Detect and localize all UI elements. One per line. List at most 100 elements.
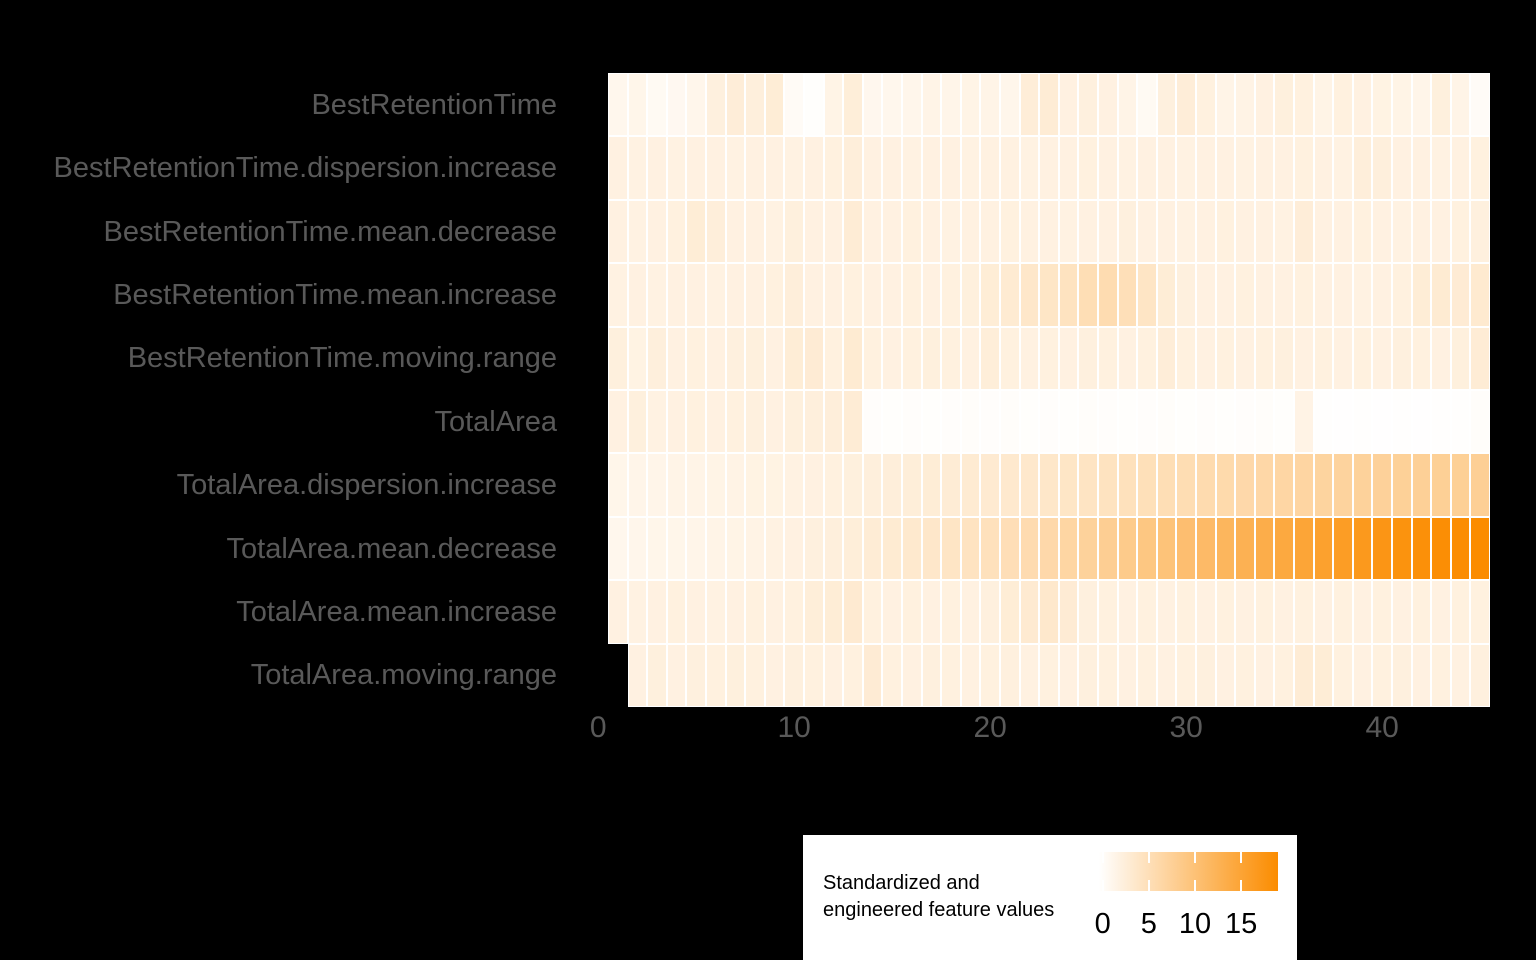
heatmap-cell xyxy=(1058,326,1079,390)
heatmap-cell xyxy=(1450,643,1471,707)
heatmap-cell xyxy=(1019,390,1040,454)
heatmap-cell xyxy=(666,73,687,137)
heatmap-cell xyxy=(1352,453,1373,517)
heatmap-cell xyxy=(980,136,1000,200)
heatmap-cell xyxy=(1274,516,1294,581)
heatmap-cell xyxy=(882,136,902,200)
heatmap-cell xyxy=(1392,326,1412,390)
x-axis-tick-label: 0 xyxy=(589,711,607,744)
heatmap-cell xyxy=(1274,326,1294,390)
heatmap-cell xyxy=(1039,199,1059,264)
heatmap-cell xyxy=(666,263,687,327)
heatmap-cell xyxy=(647,516,667,581)
heatmap-cell xyxy=(1254,136,1275,200)
heatmap-cell xyxy=(1352,263,1373,327)
heatmap-cell xyxy=(1039,326,1059,390)
heatmap-cell xyxy=(784,263,804,327)
heatmap-cell xyxy=(902,390,922,454)
heatmap-cell xyxy=(1450,73,1471,137)
heatmap-cell xyxy=(823,73,844,137)
heatmap-cell xyxy=(1431,643,1451,707)
heatmap-cell xyxy=(1372,263,1392,327)
heatmap-cell xyxy=(1411,326,1432,390)
heatmap-cell xyxy=(882,453,902,517)
heatmap-cell xyxy=(1137,643,1157,707)
x-axis-tick-label: 10 xyxy=(777,711,811,744)
y-axis-label: TotalArea.dispersion.increase xyxy=(176,469,557,502)
x-axis-tick-label: 30 xyxy=(1169,711,1203,744)
heatmap-cell xyxy=(627,453,648,517)
heatmap-cell xyxy=(1137,326,1157,390)
heatmap-cell xyxy=(1313,453,1334,517)
colorbar-tick-mark xyxy=(1147,852,1150,863)
heatmap-cell xyxy=(745,73,765,137)
heatmap-cell xyxy=(1098,580,1118,644)
heatmap-cell xyxy=(1137,390,1157,454)
heatmap-cell xyxy=(1176,136,1196,200)
heatmap-cell xyxy=(725,390,746,454)
heatmap-cell xyxy=(1235,643,1255,707)
heatmap-cell xyxy=(1058,136,1079,200)
heatmap-cell xyxy=(1333,643,1353,707)
heatmap-cell xyxy=(960,263,981,327)
heatmap-cell xyxy=(1352,390,1373,454)
heatmap-cell xyxy=(1039,390,1059,454)
heatmap-cell xyxy=(1137,516,1157,581)
heatmap-cell xyxy=(804,263,824,327)
heatmap-cell xyxy=(784,516,804,581)
heatmap-cell xyxy=(1333,453,1353,517)
heatmap-cell xyxy=(725,326,746,390)
heatmap-cell xyxy=(862,326,883,390)
heatmap-cell xyxy=(1431,516,1451,581)
heatmap-cell xyxy=(1372,516,1392,581)
heatmap-cell xyxy=(823,263,844,327)
heatmap-cell xyxy=(1470,643,1490,707)
heatmap-cell xyxy=(1000,643,1020,707)
heatmap-cell xyxy=(902,643,922,707)
heatmap-cell xyxy=(960,73,981,137)
heatmap-cell xyxy=(1098,136,1118,200)
heatmap-cell xyxy=(902,516,922,581)
colorbar-tick-label: 15 xyxy=(1224,908,1258,940)
heatmap-cell xyxy=(1333,516,1353,581)
heatmap-cell xyxy=(902,199,922,264)
heatmap-cell xyxy=(1019,136,1040,200)
x-axis-tick-label: 20 xyxy=(973,711,1007,744)
heatmap-cell xyxy=(1235,199,1255,264)
heatmap-cell xyxy=(941,390,961,454)
heatmap-cell xyxy=(1039,453,1059,517)
heatmap-cell xyxy=(941,643,961,707)
heatmap-cell xyxy=(1078,73,1098,137)
colorbar-tick-mark xyxy=(1240,880,1243,891)
heatmap-cell xyxy=(1215,580,1236,644)
colorbar-tick-label: 10 xyxy=(1178,908,1212,940)
heatmap-cell xyxy=(686,516,706,581)
heatmap-cell xyxy=(1117,263,1138,327)
heatmap-cell xyxy=(1039,643,1059,707)
heatmap-cell xyxy=(1098,643,1118,707)
heatmap-cell xyxy=(902,263,922,327)
heatmap-cell xyxy=(725,263,746,327)
heatmap-cell xyxy=(1294,73,1314,137)
heatmap-cell xyxy=(784,326,804,390)
heatmap-cell xyxy=(745,516,765,581)
heatmap-cell xyxy=(764,453,785,517)
heatmap-cell xyxy=(980,326,1000,390)
heatmap-cell xyxy=(686,326,706,390)
heatmap-cell xyxy=(882,643,902,707)
heatmap-cell xyxy=(1352,643,1373,707)
heatmap-cell xyxy=(862,199,883,264)
heatmap-cell xyxy=(1392,199,1412,264)
heatmap-cell xyxy=(784,390,804,454)
heatmap-cell xyxy=(1019,73,1040,137)
heatmap-cell xyxy=(647,390,667,454)
heatmap-cell xyxy=(1215,326,1236,390)
heatmap-cell xyxy=(1098,263,1118,327)
heatmap-cell xyxy=(1392,516,1412,581)
heatmap-cell xyxy=(1039,136,1059,200)
heatmap-cell xyxy=(882,199,902,264)
heatmap-cell xyxy=(1156,73,1177,137)
heatmap-cell xyxy=(1098,390,1118,454)
heatmap-cell xyxy=(1137,199,1157,264)
heatmap-cell xyxy=(1372,390,1392,454)
